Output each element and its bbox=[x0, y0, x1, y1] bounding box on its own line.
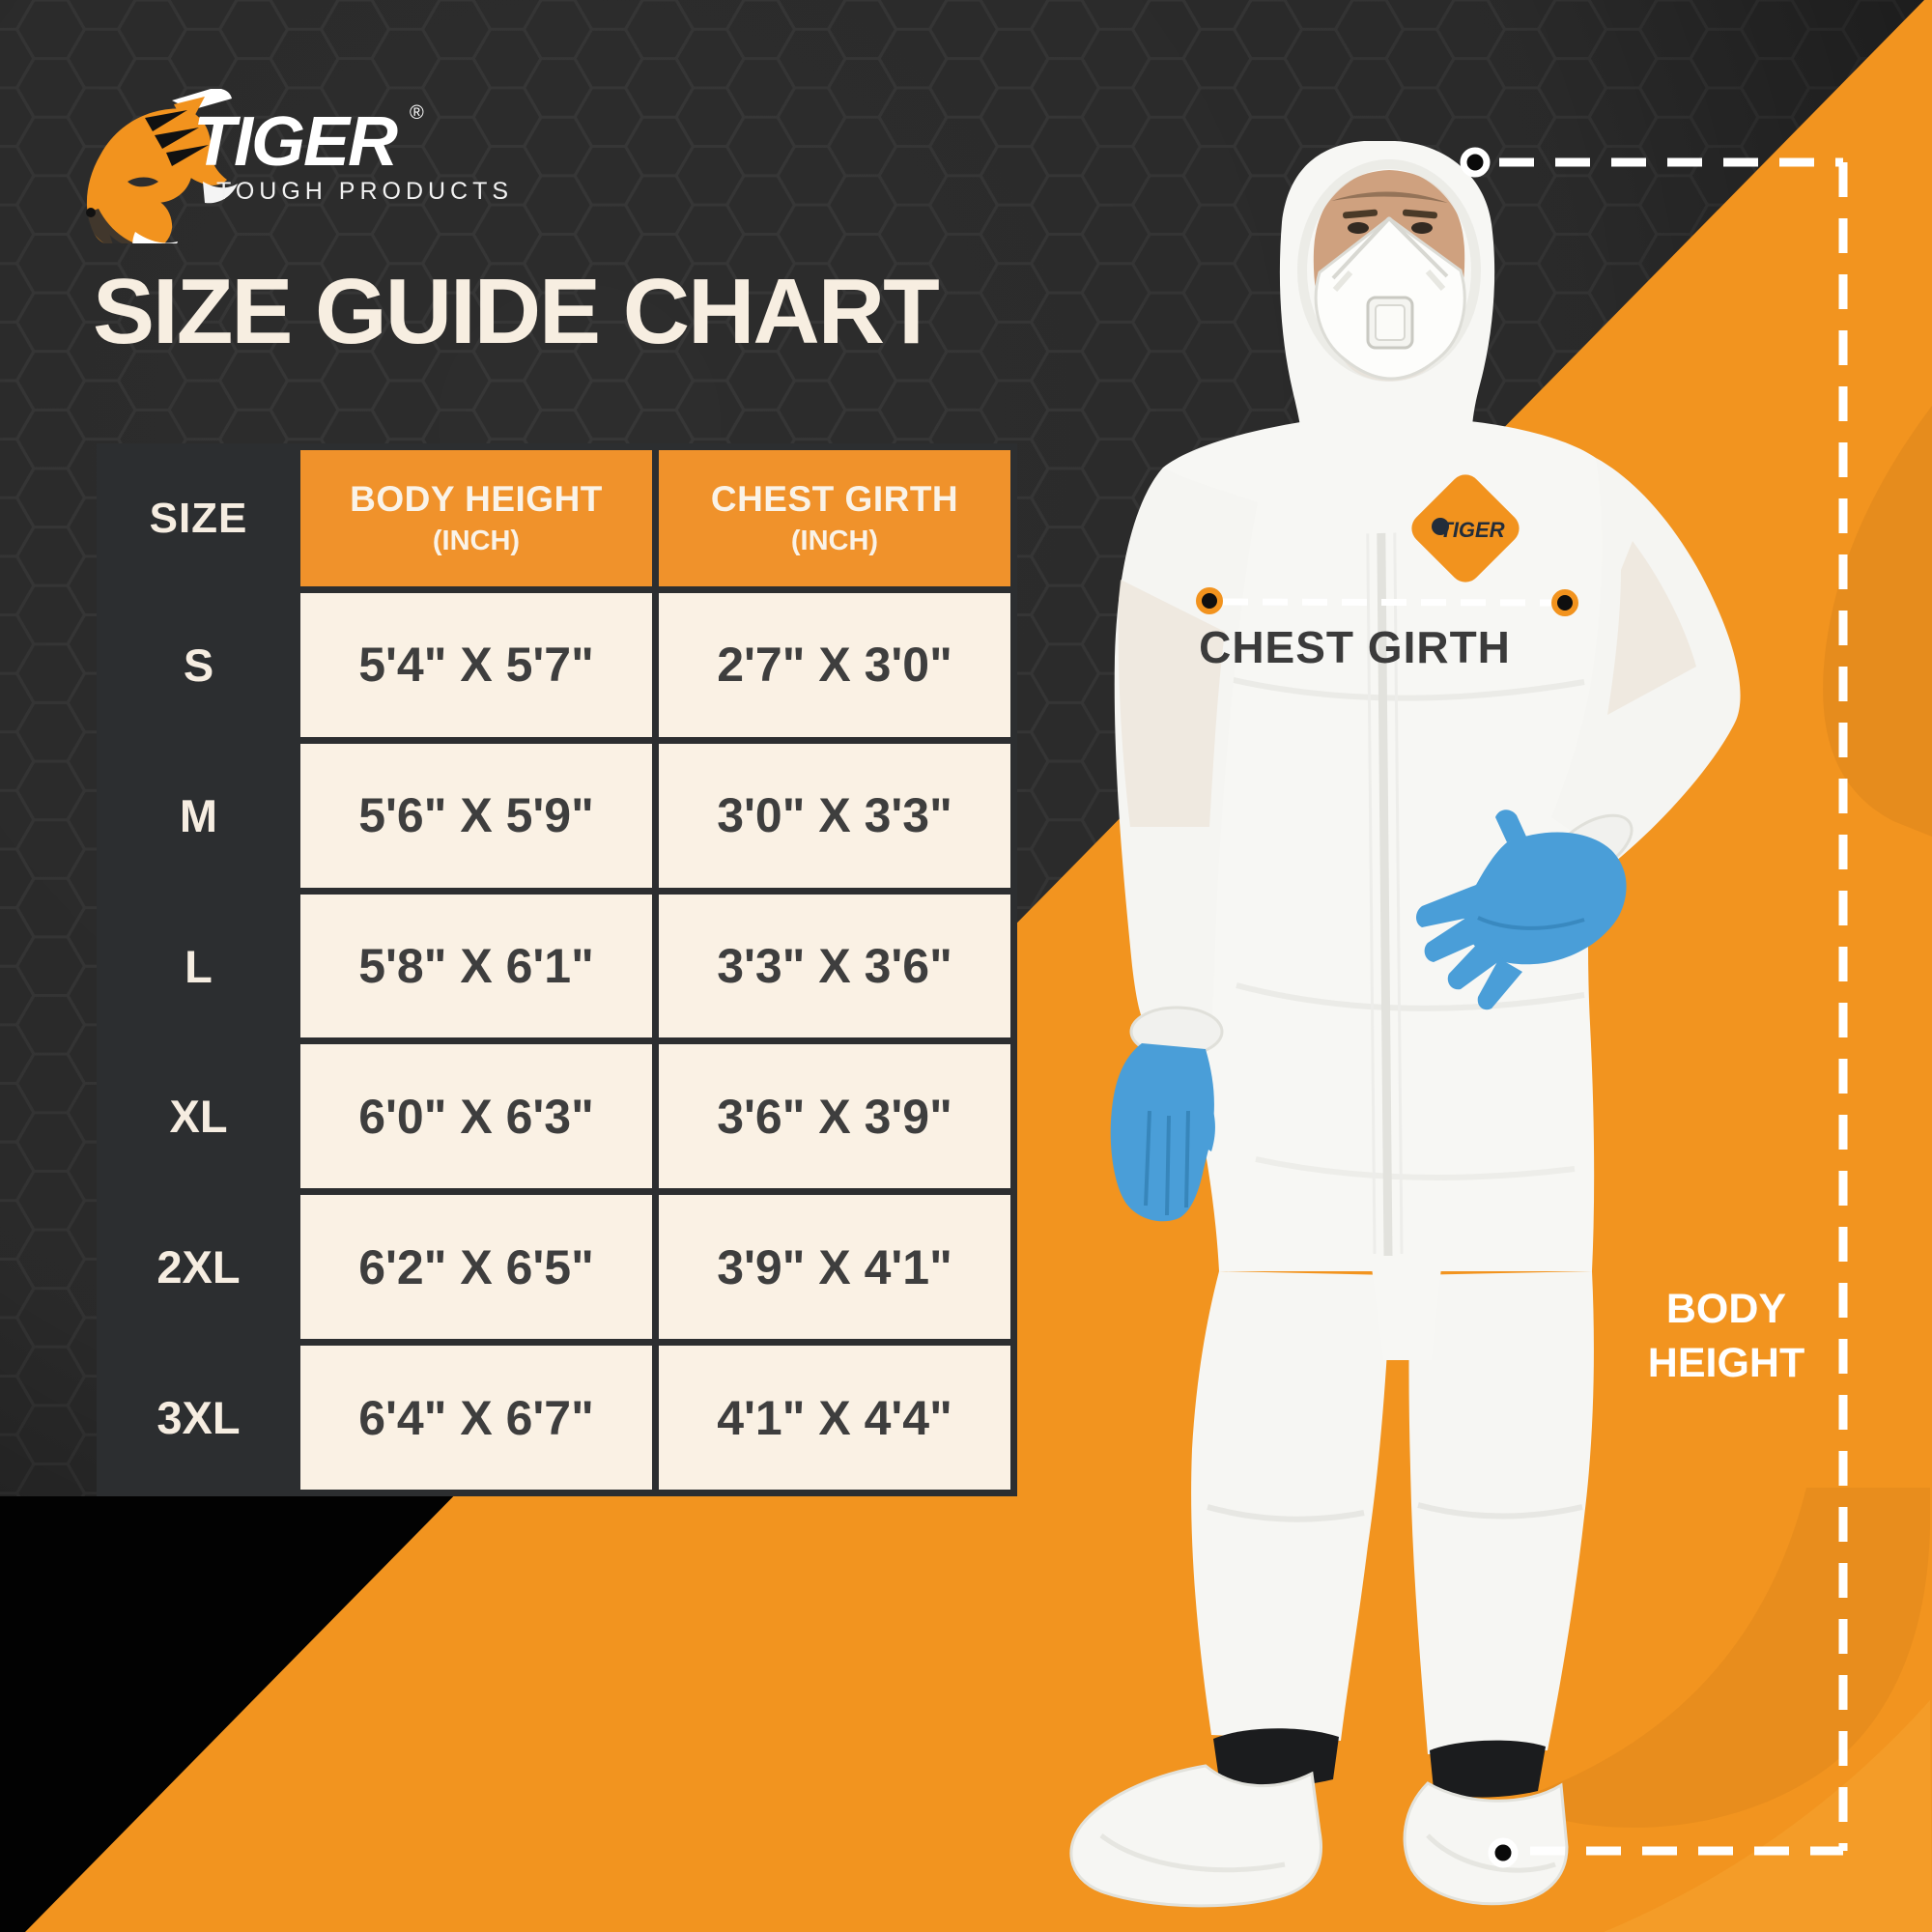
header-body-height-unit: (INCH) bbox=[432, 526, 521, 556]
row-s-size: S bbox=[103, 593, 294, 737]
page-title: SIZE GUIDE CHART bbox=[93, 260, 940, 363]
header-chest-girth: CHEST GIRTH (INCH) bbox=[659, 450, 1010, 586]
left-sock bbox=[1213, 1728, 1339, 1787]
patch-label: TIGER bbox=[1439, 518, 1504, 542]
row-xl-size: XL bbox=[103, 1044, 294, 1189]
foot-marker-dot bbox=[1488, 1837, 1519, 1868]
tiger-head-icon bbox=[86, 89, 238, 243]
row-3xl-size: 3XL bbox=[103, 1346, 294, 1490]
header-chest-girth-label: CHEST GIRTH bbox=[710, 479, 959, 519]
row-m-size: M bbox=[103, 743, 294, 888]
right-glove bbox=[1416, 810, 1627, 1010]
row-m-body-height: 5'6" X 5'9" bbox=[300, 743, 652, 888]
chest-girth-line bbox=[1222, 598, 1552, 607]
head-marker-dot bbox=[1460, 147, 1491, 178]
row-l-chest-girth: 3'3" X 3'6" bbox=[659, 894, 1010, 1038]
chest-patch: TIGER bbox=[1411, 474, 1520, 582]
chest-girth-label: CHEST GIRTH bbox=[1199, 622, 1511, 672]
row-s-chest-girth: 2'7" X 3'0" bbox=[659, 593, 1010, 737]
row-xl-body-height: 6'0" X 6'3" bbox=[300, 1044, 652, 1189]
respirator-mask bbox=[1314, 216, 1466, 381]
left-leg bbox=[1191, 1271, 1391, 1741]
chest-right-marker-dot bbox=[1551, 589, 1578, 616]
chest-left-marker-dot bbox=[1196, 587, 1223, 614]
size-table: SIZE BODY HEIGHT (INCH) CHEST GIRTH (INC… bbox=[97, 443, 1017, 1496]
row-2xl-body-height: 6'2" X 6'5" bbox=[300, 1195, 652, 1340]
row-m-chest-girth: 3'0" X 3'3" bbox=[659, 743, 1010, 888]
brand-tagline: TOUGH PRODUCTS bbox=[216, 178, 514, 205]
brand-name: TIGER bbox=[193, 103, 398, 181]
body-height-guide bbox=[1499, 157, 1848, 1856]
row-3xl-body-height: 6'4" X 6'7" bbox=[300, 1346, 652, 1490]
row-2xl-size: 2XL bbox=[103, 1195, 294, 1340]
right-boot-cover bbox=[1403, 1781, 1569, 1906]
header-chest-girth-unit: (INCH) bbox=[790, 526, 879, 556]
body-height-label: BODY HEIGHT bbox=[1647, 1286, 1805, 1386]
row-l-body-height: 5'8" X 6'1" bbox=[300, 894, 652, 1038]
row-s-body-height: 5'4" X 5'7" bbox=[300, 593, 652, 737]
left-glove bbox=[1110, 1043, 1215, 1222]
right-sock bbox=[1430, 1740, 1546, 1798]
row-xl-chest-girth: 3'6" X 3'9" bbox=[659, 1044, 1010, 1189]
row-2xl-chest-girth: 3'9" X 4'1" bbox=[659, 1195, 1010, 1340]
row-l-size: L bbox=[103, 894, 294, 1038]
header-body-height-label: BODY HEIGHT bbox=[350, 479, 603, 519]
row-3xl-chest-girth: 4'1" X 4'4" bbox=[659, 1346, 1010, 1490]
header-size: SIZE bbox=[103, 450, 294, 586]
right-leg bbox=[1408, 1271, 1594, 1754]
header-body-height: BODY HEIGHT (INCH) bbox=[300, 450, 652, 586]
registered-trademark: ® bbox=[410, 102, 424, 124]
model-photo: TIGER bbox=[1069, 141, 1741, 1908]
brand-logo: TIGER ® TOUGH PRODUCTS bbox=[79, 89, 508, 243]
black-corner-panel bbox=[0, 1496, 455, 1932]
